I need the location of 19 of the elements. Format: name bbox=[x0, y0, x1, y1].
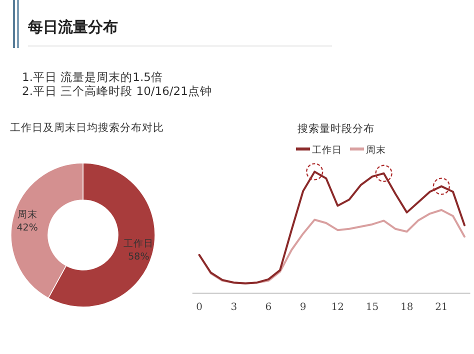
x-tick-label: 18 bbox=[400, 302, 414, 313]
text: 1.平日 流量是周末的1.5倍 bbox=[22, 70, 163, 84]
x-tick-label: 6 bbox=[265, 302, 272, 313]
x-tick-label: 0 bbox=[196, 302, 202, 313]
chart-title: 工作日及周末日均搜索分布对比 bbox=[10, 121, 164, 134]
chart-title: 搜索量时段分布 bbox=[298, 122, 374, 135]
text: 每日流量分布 bbox=[27, 18, 118, 36]
x-tick-label: 21 bbox=[435, 302, 448, 313]
x-tick-label: 12 bbox=[331, 302, 344, 313]
legend-label: 工作日 bbox=[312, 145, 342, 156]
data-label: 42% bbox=[16, 222, 38, 234]
x-tick-label: 9 bbox=[300, 302, 306, 313]
legend-label: 周末 bbox=[366, 144, 386, 156]
x-tick-label: 3 bbox=[230, 302, 238, 313]
text: 2.平日 三个高峰时段 10/16/21点钟 bbox=[22, 84, 212, 98]
slice-label: 周末 bbox=[17, 208, 38, 221]
data-label: 58% bbox=[128, 251, 150, 262]
x-tick-label: 15 bbox=[366, 302, 379, 313]
slice-label: 工作日 bbox=[124, 238, 154, 250]
